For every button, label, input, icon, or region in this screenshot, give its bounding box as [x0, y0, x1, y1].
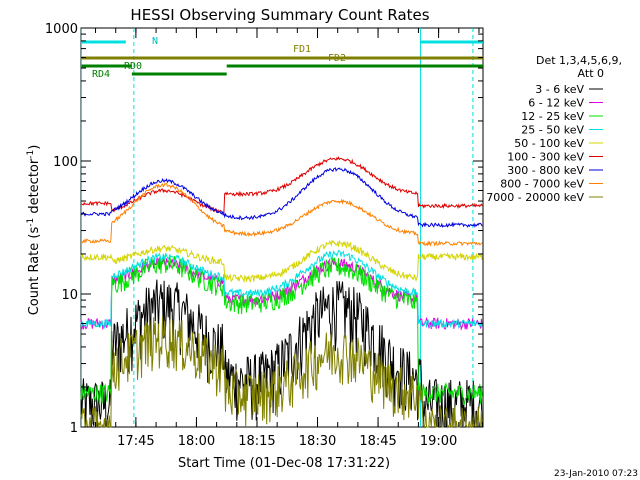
- axes-layer: 1 10 100 1000 17:45 18:00 18:15 18:30 18:45 19:00: [45, 22, 483, 449]
- legend-header: Att 0: [578, 67, 604, 80]
- legend-label: 50 - 100 keV: [514, 137, 584, 150]
- fd2-label: FD2: [328, 53, 346, 64]
- legend-label: 800 - 7000 keV: [500, 178, 584, 191]
- y-axis-label: Count Rate (s-1 detector-1): [26, 145, 42, 316]
- legend-label: 3 - 6 keV: [535, 83, 584, 96]
- y-tick-label: 10: [61, 288, 78, 303]
- rd4-label: RD4: [92, 69, 110, 80]
- x-tick-label: 19:00: [420, 434, 457, 449]
- x-tick-label: 18:00: [178, 434, 215, 449]
- rd0-label: RD0: [124, 61, 142, 72]
- night-label: N: [152, 36, 158, 47]
- legend-label: 12 - 25 keV: [521, 110, 584, 123]
- data-layer: N FD1 FD2 RD0 RD4: [80, 28, 483, 429]
- legend-header: Det 1,3,4,5,6,9,: [536, 54, 622, 67]
- series-line: [80, 254, 483, 406]
- series-line: [80, 316, 483, 429]
- series-line: [80, 182, 483, 247]
- legend-label: 6 - 12 keV: [528, 97, 584, 110]
- x-tick-label: 18:45: [359, 434, 396, 449]
- y-tick-label: 100: [53, 155, 78, 170]
- series-line: [80, 156, 483, 214]
- x-tick-label: 18:30: [299, 434, 336, 449]
- legend-label: 300 - 800 keV: [507, 164, 584, 177]
- legend-label: 25 - 50 keV: [521, 124, 584, 137]
- series-line: [80, 249, 483, 330]
- x-tick-label: 18:15: [238, 434, 275, 449]
- series-line: [80, 166, 483, 228]
- y-tick-label: 1: [70, 421, 78, 436]
- chart-title: HESSI Observing Summary Count Rates: [130, 6, 429, 24]
- timestamp: 23-Jan-2010 07:23: [554, 469, 638, 479]
- y-tick-label: 1000: [45, 22, 78, 37]
- series-line: [80, 239, 483, 284]
- legend-label: 7000 - 20000 keV: [486, 191, 584, 204]
- x-tick-label: 17:45: [117, 434, 154, 449]
- fd1-label: FD1: [293, 44, 311, 55]
- x-axis-label: Start Time (01-Dec-08 17:31:22): [178, 456, 390, 471]
- series-line: [80, 279, 483, 428]
- legend-label: 100 - 300 keV: [507, 151, 584, 164]
